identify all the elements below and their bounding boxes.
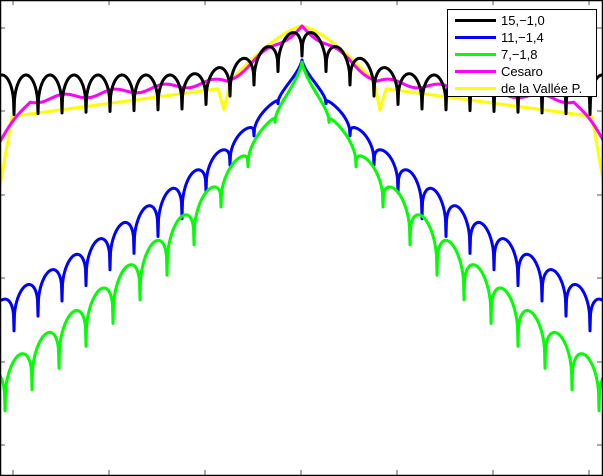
- legend-label: 7,−1,8: [501, 47, 538, 62]
- legend-item-cesaro: Cesaro: [448, 63, 596, 80]
- legend-swatch-blue: [455, 36, 496, 39]
- legend-label: Cesaro: [501, 64, 543, 79]
- curve-7-1-8: [0, 60, 603, 413]
- legend: 15,−1,0 11,−1,4 7,−1,8 Cesaro de la Vall…: [447, 9, 597, 97]
- legend-label: 15,−1,0: [501, 13, 545, 28]
- legend-item-7: 7,−1,8: [448, 46, 596, 63]
- legend-label: de la Vallée P.: [501, 81, 583, 96]
- legend-swatch-magenta: [455, 70, 496, 73]
- legend-item-dlvp: de la Vallée P.: [448, 80, 596, 97]
- legend-label: 11,−1,4: [501, 30, 544, 45]
- legend-swatch-green: [455, 53, 496, 56]
- curve-11-1-4: [0, 58, 603, 333]
- legend-swatch-yellow: [455, 87, 496, 90]
- legend-item-11: 11,−1,4: [448, 29, 596, 46]
- legend-swatch-black: [455, 19, 496, 22]
- legend-item-15: 15,−1,0: [448, 12, 596, 29]
